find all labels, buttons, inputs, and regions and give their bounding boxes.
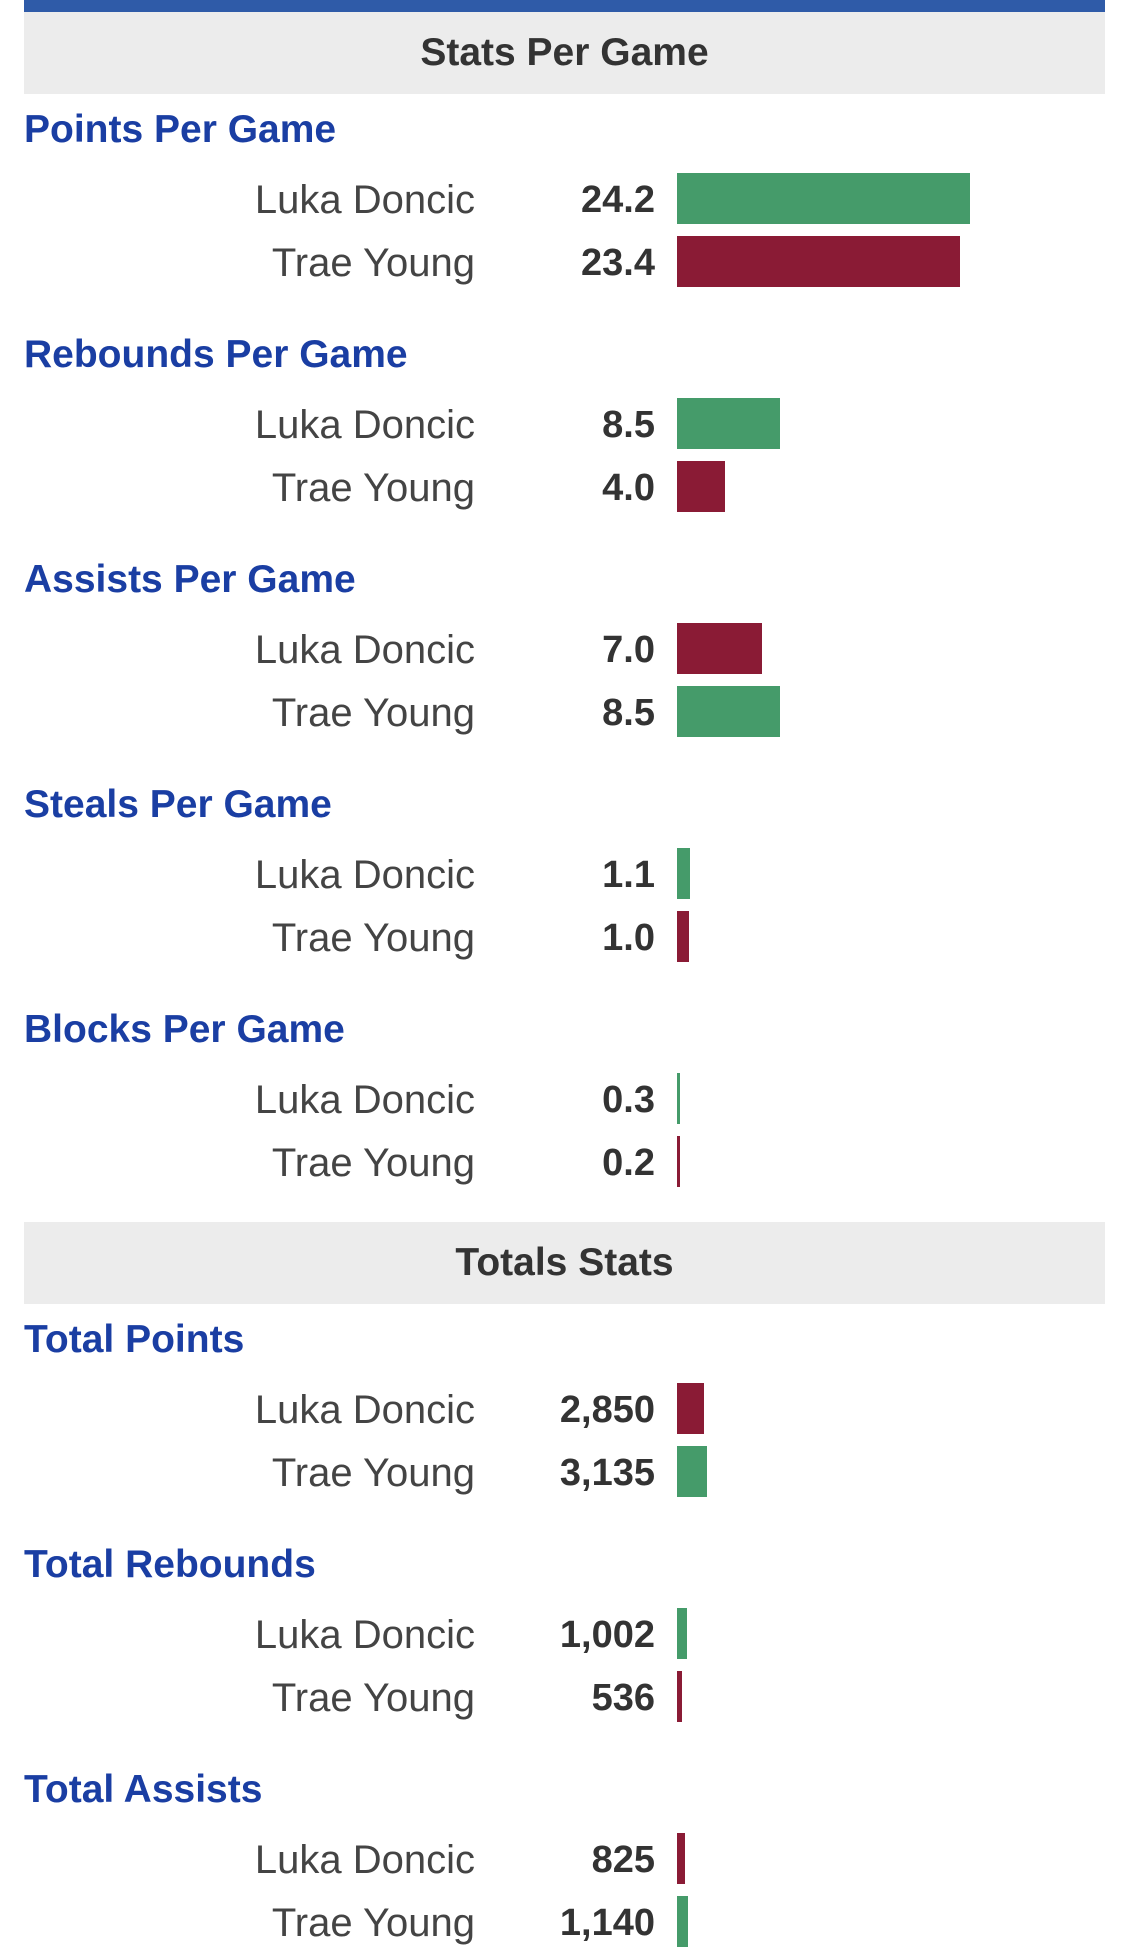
category-title: Blocks Per Game <box>24 1008 345 1051</box>
stat-value: 3,135 <box>559 1452 655 1494</box>
player-name: Trae Young <box>271 1451 475 1495</box>
stat-bar <box>677 848 690 899</box>
player-name: Trae Young <box>271 241 475 285</box>
player-name: Trae Young <box>271 691 475 735</box>
player-name: Trae Young <box>271 916 475 960</box>
category-title: Points Per Game <box>24 108 337 151</box>
stat-row: Luka Doncic 2,850 <box>0 1379 1125 1441</box>
stat-value: 8.5 <box>602 404 655 446</box>
stat-bar <box>677 398 780 449</box>
stat-bar <box>677 1608 687 1659</box>
stat-bar <box>677 236 960 287</box>
stat-bar <box>677 1446 707 1497</box>
category-title: Total Assists <box>24 1768 263 1811</box>
stat-row: Luka Doncic 825 <box>0 1829 1125 1891</box>
player-name: Luka Doncic <box>254 1613 475 1657</box>
stat-bar <box>677 1896 688 1947</box>
stat-value: 23.4 <box>581 242 655 284</box>
player-name: Luka Doncic <box>254 403 475 447</box>
player-name: Luka Doncic <box>254 1388 475 1432</box>
stat-bar <box>677 1383 704 1434</box>
stat-value: 24.2 <box>581 179 655 221</box>
stat-value: 0.2 <box>602 1142 655 1184</box>
stat-row: Luka Doncic 1,002 <box>0 1604 1125 1666</box>
stat-row: Trae Young 1,140 <box>0 1892 1125 1954</box>
stat-value: 0.3 <box>602 1079 655 1121</box>
stat-row: Trae Young 3,135 <box>0 1442 1125 1504</box>
category-title: Steals Per Game <box>24 783 332 826</box>
stat-row: Trae Young 536 <box>0 1667 1125 1729</box>
stat-bar <box>677 1073 680 1124</box>
category-title: Rebounds Per Game <box>24 333 408 376</box>
stat-value: 4.0 <box>602 467 655 509</box>
player-name: Trae Young <box>271 1901 475 1945</box>
stat-bar <box>677 1136 680 1187</box>
section-title: Stats Per Game <box>420 31 709 74</box>
section-header-per-game: Stats Per Game <box>24 12 1105 94</box>
stat-bar <box>677 461 725 512</box>
player-name: Luka Doncic <box>254 1838 475 1882</box>
stat-value: 8.5 <box>602 692 655 734</box>
stat-value: 536 <box>591 1677 655 1719</box>
player-name: Trae Young <box>271 466 475 510</box>
stat-row: Trae Young 23.4 <box>0 232 1125 294</box>
stat-row: Trae Young 8.5 <box>0 682 1125 744</box>
category-title: Assists Per Game <box>24 558 356 601</box>
stat-bar <box>677 623 762 674</box>
stat-row: Trae Young 0.2 <box>0 1132 1125 1194</box>
stat-value: 825 <box>591 1839 655 1881</box>
stat-value: 1,140 <box>559 1902 655 1944</box>
player-name: Luka Doncic <box>254 1078 475 1122</box>
stat-row: Luka Doncic 24.2 <box>0 169 1125 231</box>
stat-bar <box>677 173 970 224</box>
stat-row: Trae Young 4.0 <box>0 457 1125 519</box>
stat-row: Luka Doncic 8.5 <box>0 394 1125 456</box>
stat-bar <box>677 1671 682 1722</box>
stat-bar <box>677 1833 685 1884</box>
player-name: Luka Doncic <box>254 853 475 897</box>
section-title: Totals Stats <box>455 1241 674 1284</box>
player-name: Trae Young <box>271 1141 475 1185</box>
stat-row: Trae Young 1.0 <box>0 907 1125 969</box>
category-title: Total Rebounds <box>24 1543 316 1586</box>
category-title: Total Points <box>24 1318 245 1361</box>
stat-value: 1.1 <box>602 854 655 896</box>
stat-value: 1,002 <box>559 1614 655 1656</box>
stat-value: 1.0 <box>602 917 655 959</box>
section-header-totals: Totals Stats <box>24 1222 1105 1304</box>
player-name: Luka Doncic <box>254 628 475 672</box>
stat-value: 2,850 <box>559 1389 655 1431</box>
stat-row: Luka Doncic 7.0 <box>0 619 1125 681</box>
player-name: Trae Young <box>271 1676 475 1720</box>
top-accent-bar <box>24 0 1105 12</box>
stat-bar <box>677 686 780 737</box>
stat-value: 7.0 <box>602 629 655 671</box>
stat-row: Luka Doncic 1.1 <box>0 844 1125 906</box>
player-name: Luka Doncic <box>254 178 475 222</box>
stat-bar <box>677 911 689 962</box>
stat-row: Luka Doncic 0.3 <box>0 1069 1125 1131</box>
